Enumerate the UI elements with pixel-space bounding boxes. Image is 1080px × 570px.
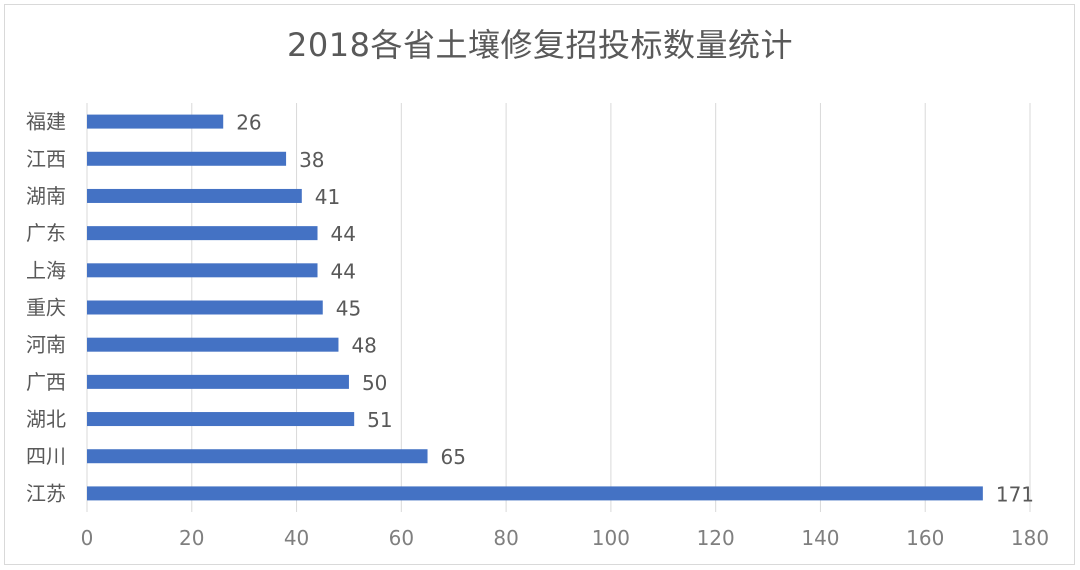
x-tick-label: 0 [81, 526, 94, 550]
data-label: 171 [996, 482, 1034, 506]
bar [87, 412, 355, 427]
category-label: 湖北 [26, 407, 66, 431]
data-label: 44 [331, 259, 356, 283]
gridlines [86, 103, 1031, 512]
data-label: 65 [441, 445, 466, 469]
bar [87, 449, 428, 464]
category-label: 上海 [26, 258, 66, 282]
category-label: 江西 [26, 147, 66, 171]
bar [87, 374, 349, 389]
category-label: 湖南 [26, 184, 66, 208]
bar [87, 337, 339, 352]
data-label: 50 [362, 371, 387, 395]
data-label: 44 [331, 222, 356, 246]
x-tick-label: 80 [493, 526, 518, 550]
data-label: 51 [367, 408, 392, 432]
x-tick-labels: 0 20 40 60 80 100 120 140 160 180 [81, 526, 1049, 550]
bar [87, 151, 287, 166]
data-label: 45 [336, 297, 361, 321]
category-label: 江苏 [26, 481, 66, 505]
x-tick-label: 140 [801, 526, 839, 550]
bar [87, 300, 323, 315]
x-tick-label: 160 [906, 526, 944, 550]
data-label: 26 [236, 111, 261, 135]
bar [87, 188, 302, 203]
x-tick-label: 120 [697, 526, 735, 550]
bar [87, 486, 983, 501]
value-labels: 26 38 41 44 44 45 48 50 51 65 171 [236, 111, 1034, 507]
category-label: 广东 [26, 221, 66, 245]
x-tick-label: 40 [284, 526, 309, 550]
category-label: 四川 [26, 444, 66, 468]
category-label: 河南 [26, 333, 66, 357]
category-label: 广西 [26, 370, 66, 394]
x-tick-label: 180 [1011, 526, 1049, 550]
data-label: 48 [351, 334, 376, 358]
x-tick-label: 20 [179, 526, 204, 550]
x-tick-label: 60 [389, 526, 414, 550]
bar [87, 226, 318, 241]
data-label: 41 [315, 185, 340, 209]
bars [87, 114, 983, 501]
bar [87, 114, 224, 129]
category-label: 福建 [26, 110, 66, 134]
chart-title: 2018各省土壤修复招投标数量统计 [287, 26, 793, 64]
chart-frame [4, 4, 1075, 565]
category-label: 重庆 [26, 296, 66, 320]
bar [87, 263, 318, 278]
x-tick-label: 100 [592, 526, 630, 550]
data-label: 38 [299, 148, 324, 172]
